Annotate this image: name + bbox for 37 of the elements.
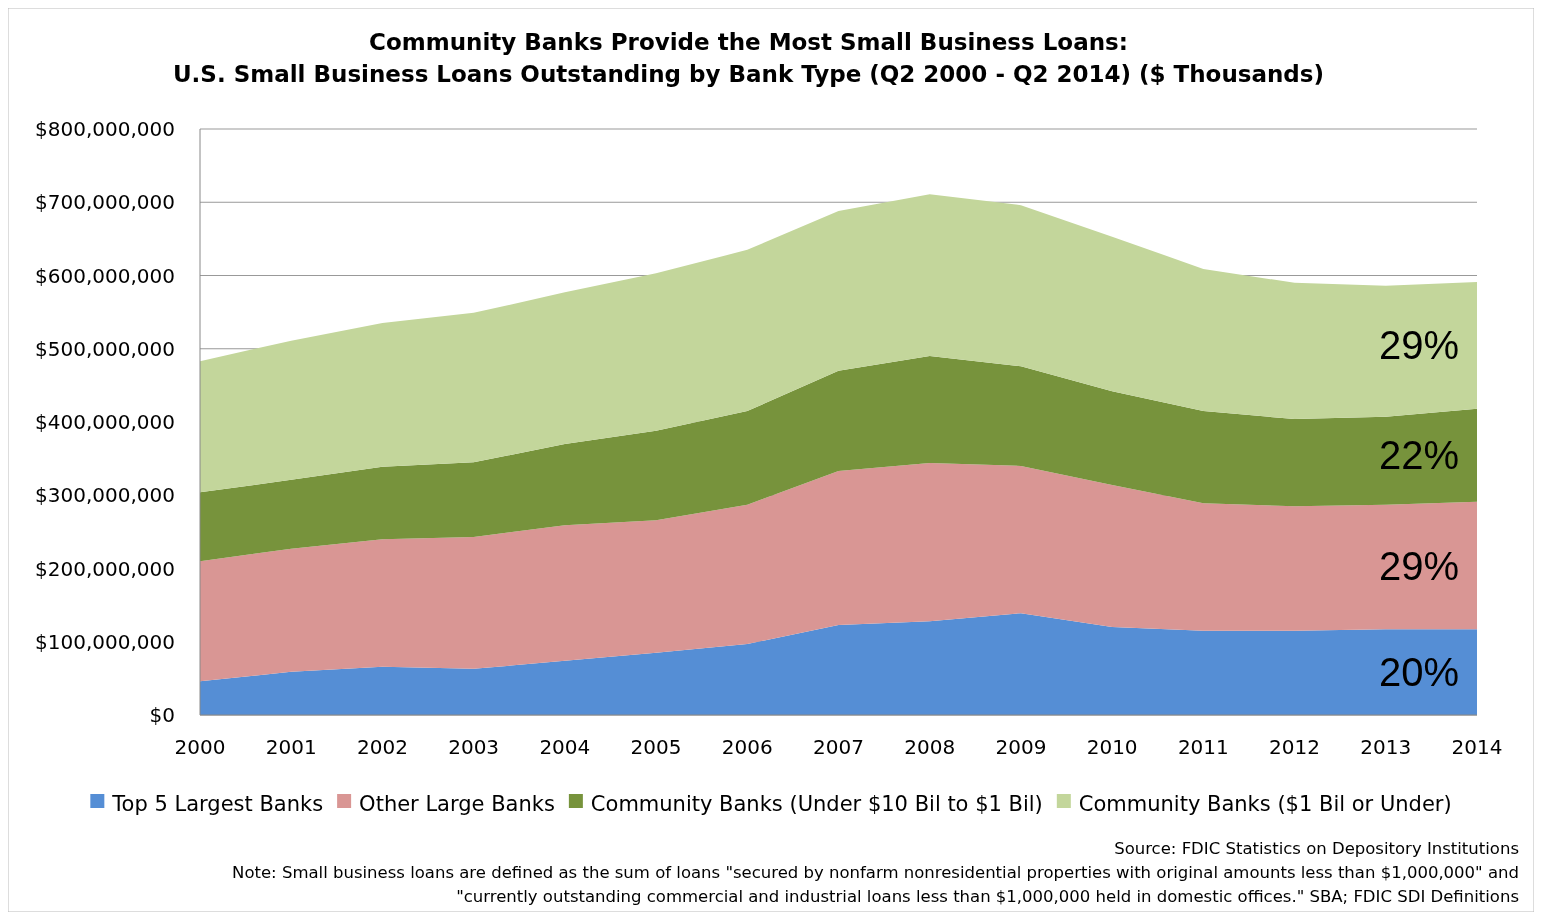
y-tick-label: $600,000,000: [35, 263, 175, 288]
chart-title: Community Banks Provide the Most Small Business Loans:: [369, 29, 1128, 55]
x-tick-label: 2004: [539, 735, 591, 759]
y-tick-label: $200,000,000: [35, 556, 175, 581]
y-tick-label: $500,000,000: [35, 336, 175, 361]
x-tick-label: 2005: [630, 735, 682, 759]
y-tick-label: $700,000,000: [35, 190, 175, 215]
text: Note: Small business loans are defined as the sum of loans "secured by nonfarm nonresidential properties with original amounts less than $1,000,000" and: [232, 863, 1519, 882]
legend-label: Community Banks ($1 Bil or Under): [1078, 792, 1452, 816]
text: "currently outstanding commercial and industrial loans less than $1,000,000 held in domestic offices." SBA; FDIC SDI Definitions: [456, 887, 1519, 906]
annotation: 20%: [1378, 650, 1459, 695]
source-note: Source: FDIC Statistics on Depository Institutions: [1114, 839, 1519, 858]
x-tick-label: 2011: [1177, 735, 1229, 759]
y-tick-label: $100,000,000: [35, 629, 175, 654]
y-tick-label: $300,000,000: [35, 483, 175, 508]
annotation: 29%: [1378, 323, 1459, 368]
legend-label: Community Banks (Under $10 Bil to $1 Bil): [590, 792, 1043, 816]
annotation: 22%: [1378, 433, 1459, 478]
legend-label: Other Large Banks: [359, 792, 555, 816]
y-tick-label: $400,000,000: [35, 410, 175, 434]
x-tick-label: 2001: [265, 735, 317, 759]
x-tick-label: 2012: [1269, 735, 1321, 759]
x-tick-label: 2009: [995, 735, 1047, 759]
x-tick-label: 2006: [721, 735, 773, 759]
x-tick-label: 2003: [448, 735, 500, 759]
x-tick-label: 2010: [1086, 735, 1138, 759]
x-tick-label: 2002: [356, 735, 408, 759]
y-tick-label: $0: [149, 703, 175, 727]
x-tick-label: 2007: [813, 735, 864, 759]
x-tick-label: 2000: [174, 735, 226, 759]
x-tick-label: 2013: [1360, 735, 1412, 759]
x-tick-label: 2008: [904, 735, 956, 759]
y-tick-label: $800,000,000: [35, 117, 175, 141]
chart-subtitle: U.S. Small Business Loans Outstanding by Bank Type (Q2 2000 - Q2 2014) ($ Thousands): [172, 61, 1325, 87]
legend-label: Top 5 Largest Banks: [111, 792, 324, 816]
annotation: 29%: [1378, 543, 1459, 588]
x-tick-label: 2014: [1451, 735, 1503, 759]
